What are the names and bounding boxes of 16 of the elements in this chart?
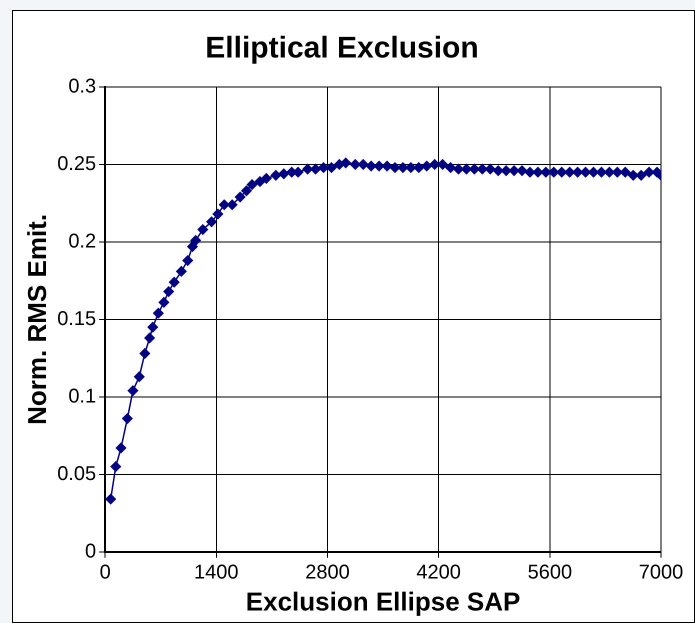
y-tick-label: 0	[85, 540, 96, 562]
x-tick-label: 4200	[416, 561, 461, 584]
x-tick-label: 0	[100, 561, 111, 584]
y-axis-title: Norm. RMS Emit.	[22, 214, 52, 425]
chart-title: Elliptical Exclusion	[205, 31, 479, 64]
y-tick-label: 0.1	[68, 385, 96, 408]
y-tick-label: 0.25	[57, 152, 96, 175]
x-tick-label: 1400	[194, 561, 239, 584]
x-tick-label: 7000	[638, 561, 684, 584]
y-tick-label: 0.2	[68, 230, 96, 252]
x-tick-label: 2800	[305, 561, 350, 584]
y-tick-label: 0.15	[57, 308, 96, 330]
x-tick-label: 5600	[528, 561, 572, 584]
x-axis-title: Exclusion Ellipse SAP	[246, 586, 520, 617]
y-tick-label: 0.05	[57, 462, 96, 485]
y-tick-label: 0.3	[68, 76, 96, 98]
